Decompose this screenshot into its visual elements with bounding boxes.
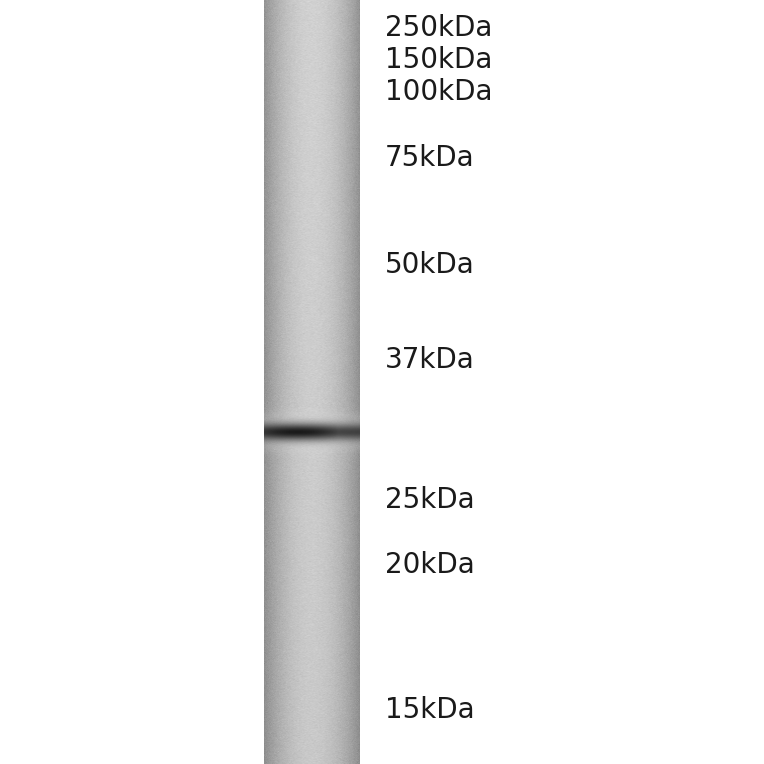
Text: 15kDa: 15kDa xyxy=(385,696,474,724)
Text: 20kDa: 20kDa xyxy=(385,551,474,579)
Text: 75kDa: 75kDa xyxy=(385,144,474,172)
Text: 50kDa: 50kDa xyxy=(385,251,474,279)
Text: 150kDa: 150kDa xyxy=(385,46,492,74)
Text: 37kDa: 37kDa xyxy=(385,346,474,374)
Text: 250kDa: 250kDa xyxy=(385,14,492,42)
Text: 25kDa: 25kDa xyxy=(385,486,474,514)
Text: 100kDa: 100kDa xyxy=(385,78,493,106)
